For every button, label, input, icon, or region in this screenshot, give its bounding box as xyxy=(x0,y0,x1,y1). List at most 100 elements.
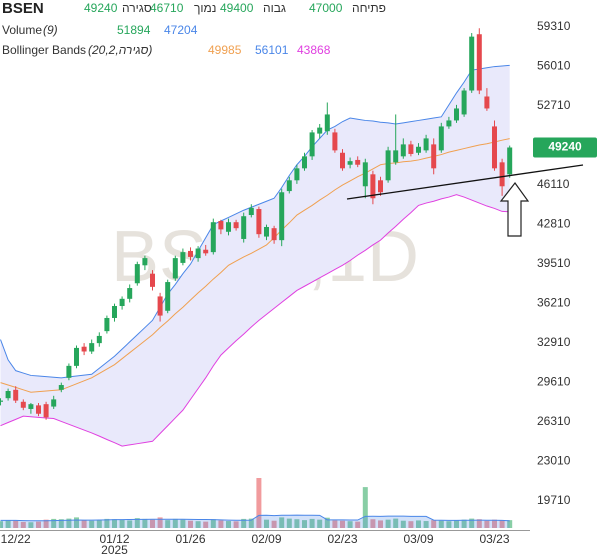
volume-bar xyxy=(233,521,239,528)
candle-body xyxy=(385,150,391,181)
open-value: 47000 xyxy=(309,1,343,15)
y-tick-label: 56010 xyxy=(537,59,571,73)
volume-bar xyxy=(256,478,262,528)
volume-bar xyxy=(172,518,178,528)
volume-bar xyxy=(332,520,338,528)
candle-body xyxy=(400,144,406,157)
candle-body xyxy=(127,288,133,299)
bollinger-middle xyxy=(0,138,510,393)
volume-bar xyxy=(51,518,57,528)
volume-bar xyxy=(317,519,323,528)
candle-body xyxy=(28,404,34,409)
candle-body xyxy=(492,126,497,169)
candle-body xyxy=(499,162,505,187)
volume-bar xyxy=(347,521,353,528)
candle-body xyxy=(104,317,110,332)
x-tick-label: 02/09 xyxy=(251,532,281,546)
bollinger-upper-value: 56101 xyxy=(255,43,289,57)
candle-body xyxy=(393,150,399,163)
candle-body xyxy=(302,156,307,169)
open-label: פתיחה xyxy=(352,1,386,15)
candle-body xyxy=(218,221,224,230)
candle-body xyxy=(454,108,459,121)
arrow-annotation xyxy=(499,181,530,237)
x-tick-label: 02/23 xyxy=(327,532,357,546)
candle-body xyxy=(134,264,140,284)
volume-bar xyxy=(119,519,125,528)
candle-body xyxy=(423,138,429,151)
candle-body xyxy=(256,209,262,235)
volume-bar xyxy=(210,519,216,528)
volume-bar xyxy=(66,518,72,528)
volume-bar xyxy=(423,521,429,528)
x-tick-label: 01/26 xyxy=(175,532,205,546)
volume-bar xyxy=(127,520,133,528)
candle-body xyxy=(248,207,254,216)
volume-bar xyxy=(408,521,414,528)
volume-bar xyxy=(96,520,102,528)
volume-bar xyxy=(36,521,41,528)
x-tick-label: 03/23 xyxy=(479,532,509,546)
y-tick-label: 42810 xyxy=(537,217,571,231)
candle-body xyxy=(150,273,155,287)
volume-bar xyxy=(484,520,490,528)
volume-bar xyxy=(461,519,467,528)
candle-body xyxy=(36,405,41,414)
volume-bar xyxy=(378,520,383,528)
candle-body xyxy=(317,127,323,134)
volume-bar xyxy=(248,518,254,528)
volume-bar xyxy=(0,521,3,528)
y-tick-label: 59310 xyxy=(537,19,571,33)
plot-layer xyxy=(0,28,513,528)
volume-bar xyxy=(241,518,247,528)
last-price-badge xyxy=(533,137,597,158)
candle-body xyxy=(58,385,64,390)
candle-body xyxy=(507,147,513,175)
volume-bar xyxy=(89,520,95,528)
y-tick-label: 26310 xyxy=(537,414,571,428)
volume-params: (9) xyxy=(43,23,58,37)
candle-body xyxy=(279,192,285,241)
candle-body xyxy=(112,306,117,318)
volume-bar xyxy=(355,521,361,528)
volume-bar xyxy=(203,521,209,528)
candle-body xyxy=(431,144,437,169)
volume-bar xyxy=(271,520,277,528)
drawing-layer xyxy=(346,164,584,237)
bollinger-params: (20,2,סגירה) xyxy=(88,43,152,57)
high-label: גבוה xyxy=(263,1,286,15)
candle-body xyxy=(286,180,292,192)
candle-body xyxy=(96,335,102,344)
candle-body xyxy=(461,90,467,115)
bollinger-fill xyxy=(0,65,510,447)
volume-bar xyxy=(134,518,140,528)
trend-line xyxy=(346,164,584,200)
volume-bar xyxy=(370,519,376,528)
candle-body xyxy=(89,343,95,352)
candle-body xyxy=(81,346,87,352)
x-tick-sublabel: 2025 xyxy=(101,543,128,557)
candle-body xyxy=(210,222,216,253)
x-tick-label: 12/22 xyxy=(1,532,31,546)
volume-bar xyxy=(58,519,64,528)
x-tick-label: 03/09 xyxy=(403,532,433,546)
volume-bar xyxy=(28,522,34,528)
candle-body xyxy=(51,399,57,407)
volume-bar xyxy=(112,519,117,528)
candle-body xyxy=(195,248,201,259)
y-tick-label: 29610 xyxy=(537,375,571,389)
y-tick-label: 23010 xyxy=(537,454,571,468)
candle-body xyxy=(119,298,125,307)
volume-bar xyxy=(13,520,19,528)
y-tick-label: 19710 xyxy=(537,493,571,507)
volume-bar xyxy=(385,519,391,528)
last-price-label: 49240 xyxy=(548,140,582,154)
volume-bar xyxy=(142,518,148,528)
volume-bar xyxy=(264,519,269,528)
volume-bar xyxy=(393,518,399,528)
candle-body xyxy=(165,282,171,311)
volume-bar xyxy=(43,519,49,528)
candle-body xyxy=(347,161,353,165)
volume-bar xyxy=(454,520,459,528)
